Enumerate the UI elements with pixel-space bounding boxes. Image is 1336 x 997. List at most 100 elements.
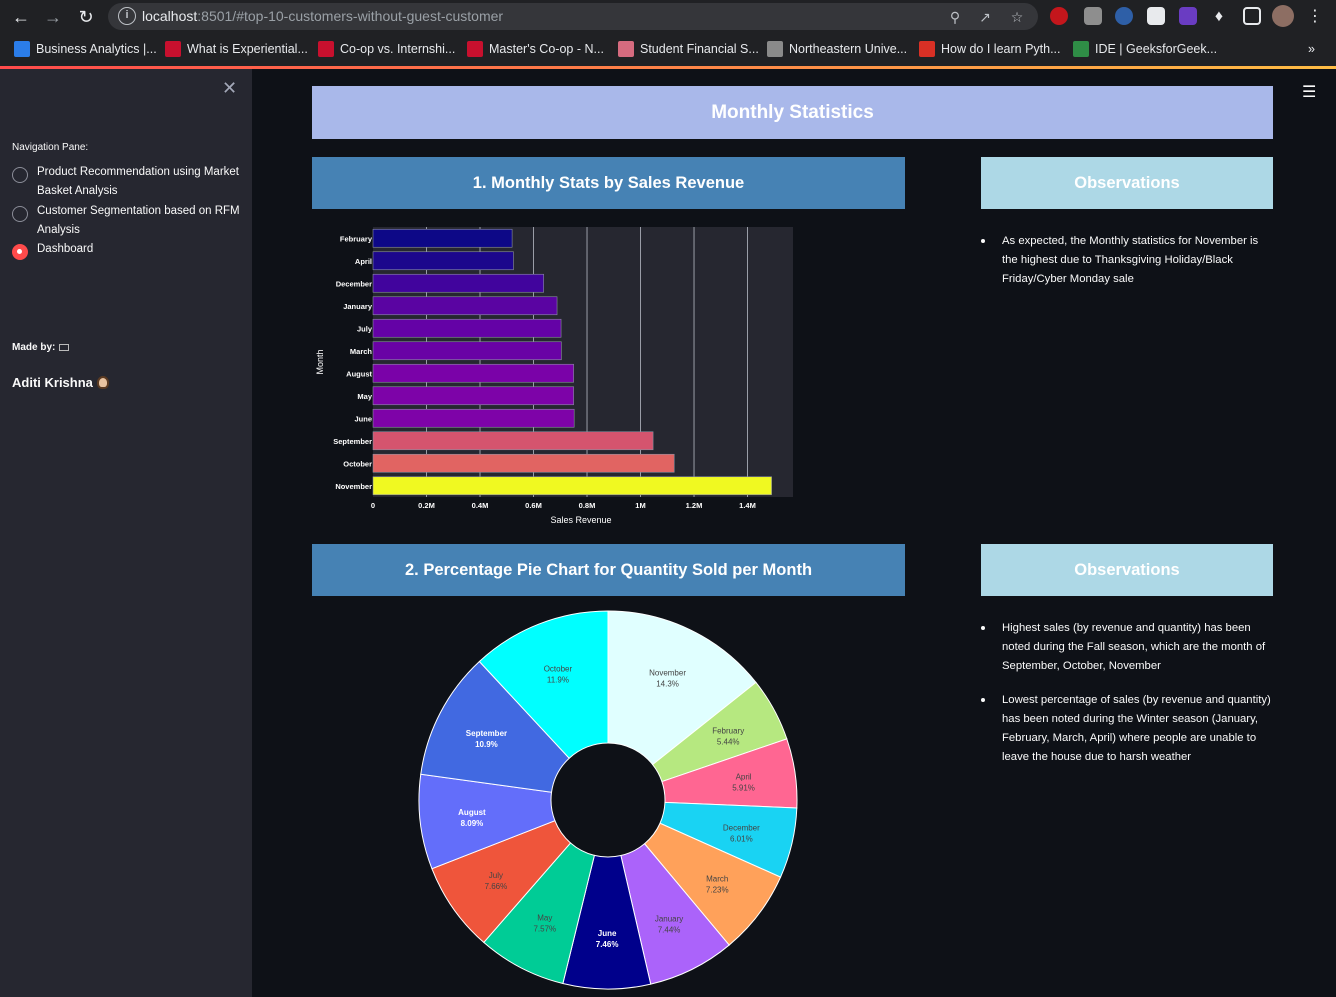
bar-january[interactable] [372, 296, 558, 316]
side-panel-icon[interactable] [1243, 7, 1261, 25]
bookmark-item[interactable]: Co-op vs. Internshi... [318, 39, 455, 59]
y-tick-label: November [335, 482, 372, 491]
url-host: localhost [142, 8, 198, 24]
extension-cup-icon[interactable] [1179, 7, 1197, 25]
pie-slice-september[interactable] [420, 660, 570, 793]
y-axis-label: Month [315, 349, 325, 374]
extension-code-icon[interactable] [1147, 7, 1165, 25]
sidebar: ✕ Navigation Pane: Product Recommendatio… [0, 69, 252, 997]
pie-chart-quantity-sold[interactable]: November 14.3% February 5.44% April 5.91% Dece… [408, 606, 808, 997]
x-tick-label: 1.4M [739, 501, 756, 510]
bookmark-item[interactable]: How do I learn Pyth... [919, 39, 1061, 59]
bar-december[interactable] [372, 273, 544, 293]
pie-slice-label: October [544, 664, 573, 673]
pie-slice-percent: 7.46% [596, 940, 619, 949]
bookmarks-overflow-icon[interactable]: » [1308, 42, 1315, 56]
pie-slice-percent: 5.91% [732, 783, 755, 792]
x-tick-label: 0 [371, 501, 375, 510]
bookmark-item[interactable]: What is Experiential... [165, 39, 308, 59]
observations-list-1: As expected, the Monthly statistics for … [980, 232, 1273, 304]
radio-option-dashboard[interactable]: Dashboard [12, 240, 242, 260]
bookmark-favicon-icon [165, 41, 181, 57]
plot-area [373, 227, 793, 497]
address-bar[interactable]: i localhost:8501/#top-10-customers-witho… [108, 3, 1038, 30]
extension-tool-icon[interactable] [1084, 7, 1102, 25]
observation-item: As expected, the Monthly statistics for … [980, 232, 1273, 289]
radio-button[interactable] [12, 167, 28, 183]
x-tick-label: 0.8M [579, 501, 596, 510]
extension-shield-icon[interactable] [1050, 7, 1068, 25]
y-tick-label: March [350, 347, 373, 356]
bar-march[interactable] [372, 341, 562, 361]
bar-may[interactable] [372, 386, 574, 406]
bookmark-item[interactable]: Master's Co-op - N... [467, 39, 604, 59]
bookmark-item[interactable]: Student Financial S... [618, 39, 759, 59]
browser-chrome: ← → ↻ i localhost:8501/#top-10-customers… [0, 0, 1336, 69]
pie-slice-percent: 10.9% [475, 740, 498, 749]
bookmark-favicon-icon [318, 41, 334, 57]
bar-april[interactable] [372, 251, 514, 271]
y-tick-label: October [343, 459, 372, 468]
browser-toolbar: ← → ↻ i localhost:8501/#top-10-customers… [0, 0, 1336, 33]
bar-october[interactable] [372, 453, 675, 473]
close-sidebar-icon[interactable]: ✕ [222, 78, 238, 98]
extensions-puzzle-icon[interactable]: ♦ [1214, 8, 1224, 25]
radio-option-product-recommendation[interactable]: Product Recommendation using Market Bask… [12, 163, 242, 201]
radio-option-customer-segmentation[interactable]: Customer Segmentation based on RFM Analy… [12, 202, 242, 240]
navigation-label: Navigation Pane: [12, 142, 89, 153]
pie-slice-percent: 11.9% [547, 675, 569, 684]
share-icon[interactable]: ↗ [979, 9, 991, 25]
pie-slice-label: September [466, 729, 507, 738]
radio-label: Customer Segmentation based on RFM Analy… [37, 205, 240, 236]
made-by-label: Made by: [12, 342, 70, 353]
bar-september[interactable] [372, 431, 654, 451]
browser-menu-icon[interactable]: ⋮ [1307, 8, 1323, 25]
x-tick-label: 1M [635, 501, 645, 510]
hamburger-menu-icon[interactable]: ☰ [1302, 84, 1317, 101]
pie-slice-percent: 7.23% [706, 886, 729, 895]
pie-slice-label: January [655, 915, 683, 924]
pie-slice-percent: 14.3% [656, 680, 679, 689]
pie-slice-percent: 7.57% [533, 925, 556, 934]
observation-item: Highest sales (by revenue and quantity) … [980, 619, 1273, 676]
bar-february[interactable] [372, 228, 513, 248]
profile-avatar[interactable] [1272, 5, 1294, 27]
x-tick-label: 1.2M [686, 501, 703, 510]
site-info-icon[interactable]: i [118, 7, 136, 25]
author-name: Aditi Krishna [12, 375, 109, 390]
pie-slice-label: December [723, 823, 760, 832]
y-tick-label: June [354, 414, 372, 423]
zoom-icon[interactable]: ⚲ [949, 9, 961, 25]
pie-slice-label: August [458, 808, 486, 817]
bookmark-label: Student Financial S... [640, 42, 759, 56]
url-text[interactable]: localhost:8501/#top-10-customers-without… [142, 8, 503, 24]
observation-item: Lowest percentage of sales (by revenue a… [980, 691, 1273, 767]
bookmark-item[interactable]: Business Analytics |... [14, 39, 157, 59]
bar-november[interactable] [372, 476, 772, 496]
bookmark-favicon-icon [618, 41, 634, 57]
bar-july[interactable] [372, 318, 562, 338]
bar-june[interactable] [372, 408, 575, 428]
pie-slice-label: July [489, 871, 503, 880]
bookmark-label: How do I learn Pyth... [941, 42, 1061, 56]
bookmark-item[interactable]: Northeastern Unive... [767, 39, 907, 59]
pie-slice-percent: 8.09% [461, 819, 484, 828]
forward-arrow-icon[interactable]: → [44, 7, 62, 27]
bookmark-item[interactable]: IDE | GeeksforGeek... [1073, 39, 1217, 59]
back-arrow-icon[interactable]: ← [12, 7, 30, 27]
pie-slice-label: June [598, 929, 617, 938]
bookmark-star-icon[interactable]: ☆ [1010, 9, 1024, 25]
pie-slice-percent: 5.44% [717, 737, 740, 746]
extension-circle-icon[interactable] [1115, 7, 1133, 25]
bookmark-label: IDE | GeeksforGeek... [1095, 42, 1218, 56]
bar-august[interactable] [372, 363, 574, 383]
reload-icon[interactable]: ↻ [78, 7, 94, 27]
radio-button[interactable] [12, 206, 28, 222]
bar-chart-sales-revenue[interactable]: 0 0.2M 0.4M 0.6M 0.8M 1M 1.2M 1.4M February April… [312, 222, 802, 532]
url-path: :8501/#top-10-customers-without-guest-cu… [197, 8, 504, 24]
made-by-text: Made by: [12, 342, 56, 353]
pie-slice-october[interactable] [478, 610, 609, 759]
y-tick-label: January [343, 302, 373, 311]
pie-slice-november[interactable] [607, 610, 757, 766]
radio-button-selected[interactable] [12, 244, 28, 260]
